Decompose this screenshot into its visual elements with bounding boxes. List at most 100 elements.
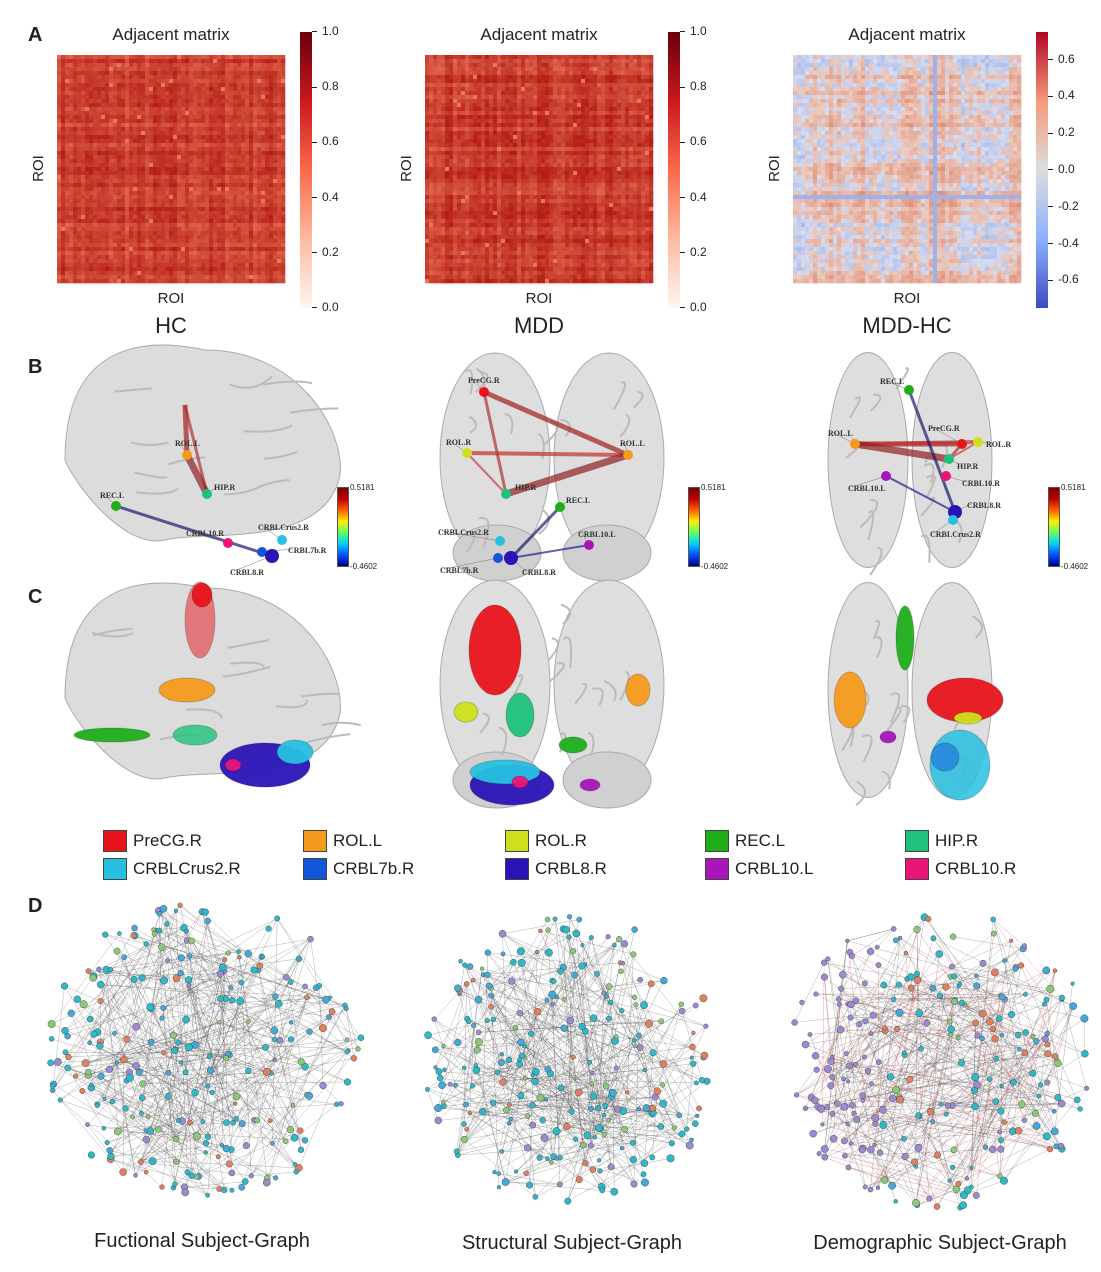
heatmap-cell	[93, 175, 98, 180]
heatmap-cell	[109, 191, 114, 196]
heatmap-cell	[217, 95, 222, 100]
graph-node	[484, 971, 491, 978]
heatmap-cell	[169, 59, 174, 64]
graph-node	[566, 934, 572, 940]
graph-edge	[883, 984, 1012, 1015]
roi-region	[468, 604, 522, 696]
heatmap-cell	[65, 251, 70, 256]
graph-edge	[493, 1019, 565, 1029]
graph-node	[159, 1015, 165, 1021]
graph-node	[864, 1068, 872, 1075]
heatmap-cell	[73, 239, 78, 244]
heatmap-cell	[253, 167, 258, 172]
graph-node	[592, 1135, 598, 1140]
graph-edge	[464, 1033, 532, 1140]
graph-edge	[491, 995, 662, 1022]
heatmap-cell	[165, 167, 170, 172]
heatmap-cell	[233, 187, 238, 192]
heatmap-cell	[273, 199, 278, 204]
heatmap-cell	[101, 79, 106, 84]
graph-edge	[457, 996, 557, 1043]
graph-edge	[98, 969, 169, 1097]
heatmap-cell	[113, 195, 118, 200]
heatmap-cell	[281, 247, 286, 252]
heatmap-cell	[137, 211, 142, 216]
heatmap-cell	[137, 91, 142, 96]
graph-node	[175, 1039, 182, 1046]
heatmap-cell	[157, 63, 162, 68]
graph-edge	[241, 982, 252, 1176]
graph-edge	[890, 1076, 965, 1196]
graph-node	[85, 968, 92, 974]
heatmap-cell	[261, 75, 266, 80]
heatmap-cell	[169, 95, 174, 100]
heatmap-cell	[193, 235, 198, 240]
heatmap-cell	[269, 171, 274, 176]
heatmap-cell	[265, 207, 270, 212]
graph-edge	[566, 975, 575, 1127]
heatmap-cell	[145, 187, 150, 192]
heatmap-cell	[85, 75, 90, 80]
graph-edge	[502, 1081, 615, 1192]
graph-edge	[638, 1035, 680, 1116]
heatmap-cell	[173, 83, 178, 88]
heatmap-cell	[245, 87, 250, 92]
graph-node	[647, 980, 655, 988]
heatmap-cell	[97, 163, 102, 168]
heatmap-cell	[89, 207, 94, 212]
graph-node	[514, 1169, 519, 1174]
heatmap-cell	[185, 187, 190, 192]
heatmap-cell	[173, 163, 178, 168]
heatmap-cell	[165, 219, 170, 224]
heatmap-cell	[221, 103, 226, 108]
graph-edge	[824, 1156, 930, 1199]
graph-edge	[609, 986, 706, 1027]
graph-edge	[532, 994, 553, 1076]
graph-node	[590, 1070, 595, 1076]
heatmap-cell	[101, 251, 106, 256]
heatmap-cell	[257, 211, 262, 216]
graph-node	[930, 935, 937, 942]
graph-node	[901, 1153, 909, 1161]
heatmap-cell	[73, 159, 78, 164]
heatmap-cell	[61, 151, 66, 156]
heatmap-cell	[253, 107, 258, 112]
heatmap-cell	[109, 187, 114, 192]
heatmap-cell	[77, 187, 82, 192]
graph-node	[250, 966, 258, 974]
heatmap-cell	[277, 99, 282, 104]
graph-node	[696, 1105, 702, 1112]
graph-edge	[427, 1089, 439, 1121]
graph-edge	[904, 973, 918, 1055]
graph-node	[484, 949, 491, 956]
graph-edge	[159, 913, 279, 1005]
graph-edge	[864, 983, 1062, 1104]
heatmap-cell	[113, 119, 118, 124]
graph-node	[689, 1043, 696, 1051]
heatmap-cell	[129, 67, 134, 72]
graph-node	[47, 1020, 56, 1028]
heatmap-cell	[281, 71, 286, 76]
graph-node	[187, 1119, 193, 1126]
heatmap-cell	[261, 79, 266, 84]
heatmap-cell	[93, 143, 98, 148]
heatmap-cell	[189, 219, 194, 224]
heatmap-cell	[117, 167, 122, 172]
heatmap-cell	[121, 79, 126, 84]
heatmap-cell	[141, 99, 146, 104]
heatmap-cell	[197, 207, 202, 212]
heatmap-cell	[185, 159, 190, 164]
heatmap-cell	[249, 67, 254, 72]
heatmap-cell	[73, 227, 78, 232]
graph-edge	[110, 1158, 147, 1173]
heatmap-cell	[273, 55, 278, 60]
heatmap-cell	[237, 79, 242, 84]
heatmap-cell	[85, 227, 90, 232]
graph-edge	[493, 1102, 680, 1116]
heatmap-cell	[213, 147, 218, 152]
heatmap-cell	[265, 55, 270, 60]
graph-node	[1033, 1038, 1040, 1045]
heatmap-cell	[137, 247, 142, 252]
graph-edge	[89, 905, 181, 1043]
heatmap-cell	[101, 243, 106, 248]
